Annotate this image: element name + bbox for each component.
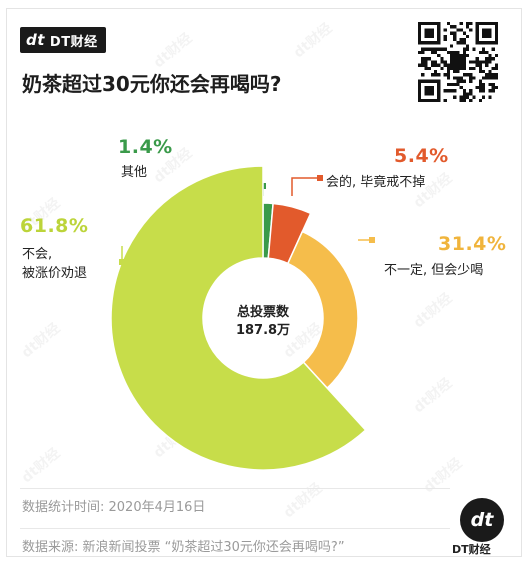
total-votes-value: 187.8万 bbox=[235, 323, 291, 338]
pct-label-yes: 5.4% bbox=[394, 145, 449, 167]
donut-center-total: 总投票数 187.8万 bbox=[208, 304, 318, 340]
legend-label-maybe: 不一定, 但会少喝 bbox=[384, 263, 484, 278]
total-votes-label: 总投票数 bbox=[236, 305, 289, 320]
pct-label-maybe: 31.4% bbox=[438, 233, 507, 255]
brand-name: DT财经 bbox=[49, 34, 98, 50]
data-source: 数据来源: 新浪新闻投票 “奶茶超过30元你还会再喝吗?” bbox=[22, 540, 345, 555]
leader-marker bbox=[317, 175, 323, 181]
donut-slice bbox=[110, 165, 367, 471]
divider bbox=[20, 488, 450, 489]
legend-label-yes: 会的, 毕竟戒不掉 bbox=[326, 175, 426, 190]
data-date: 数据统计时间: 2020年4月16日 bbox=[22, 500, 206, 515]
dt-logo-text: DT财经 bbox=[452, 543, 491, 556]
leader-marker bbox=[119, 259, 125, 265]
legend-label-other: 其他 bbox=[121, 165, 148, 180]
donut-slice bbox=[286, 230, 359, 390]
legend-label-no-line2: 被涨价劝退 bbox=[22, 266, 88, 281]
brand-badge: dt DT财经 bbox=[20, 27, 106, 53]
leader-marker bbox=[369, 237, 375, 243]
legend-label-no-line1: 不会, bbox=[22, 247, 53, 262]
page-title: 奶茶超过30元你还会再喝吗? bbox=[22, 72, 282, 96]
divider bbox=[20, 528, 450, 529]
pct-label-no: 61.8% bbox=[20, 215, 89, 237]
pct-label-other: 1.4% bbox=[118, 136, 173, 158]
qr-code[interactable] bbox=[418, 22, 498, 102]
leader-line bbox=[291, 177, 320, 196]
dt-logo: dt bbox=[460, 498, 504, 542]
brand-mark: dt bbox=[26, 31, 45, 49]
